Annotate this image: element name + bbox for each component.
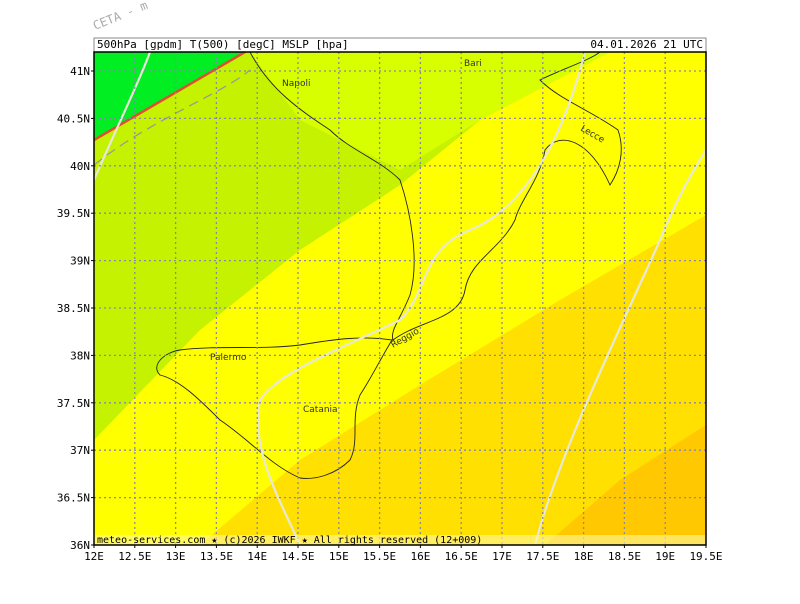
lon-label: 15.5E bbox=[363, 550, 396, 563]
watermark: CETA - m bbox=[91, 0, 150, 33]
lon-label: 17.5E bbox=[526, 550, 559, 563]
band-lightgreen bbox=[250, 52, 610, 170]
place-label: Bari bbox=[464, 59, 482, 69]
lat-label: 37.5N bbox=[57, 397, 90, 410]
lon-label: 14E bbox=[247, 550, 267, 563]
coastline-sicily bbox=[156, 337, 393, 479]
footer: meteo-services.com ★ (c)2026 IWKF ★ All … bbox=[97, 535, 482, 546]
lon-label: 13.5E bbox=[200, 550, 233, 563]
lon-label: 19E bbox=[655, 550, 675, 563]
band-gold bbox=[200, 215, 706, 545]
lat-label: 39.5N bbox=[57, 207, 90, 220]
lon-label: 12.5E bbox=[118, 550, 151, 563]
lat-label: 40.5N bbox=[57, 112, 90, 125]
coastline-italy bbox=[249, 52, 622, 341]
place-label: Catania bbox=[303, 405, 338, 415]
map-area: meteo-services.com ★ (c)2026 IWKF ★ All … bbox=[94, 52, 706, 546]
lon-label: 16E bbox=[410, 550, 430, 563]
map-title: 500hPa [gpdm] T(500) [degC] MSLP [hpa] bbox=[97, 38, 349, 51]
lat-label: 39N bbox=[70, 255, 90, 268]
lon-label: 19.5E bbox=[689, 550, 722, 563]
lon-label: 14.5E bbox=[281, 550, 314, 563]
lat-label: 40N bbox=[70, 160, 90, 173]
valid-time: 04.01.2026 21 UTC bbox=[590, 38, 703, 51]
place-label: Napoli bbox=[282, 79, 310, 89]
isobar bbox=[256, 52, 587, 545]
band-orange bbox=[545, 425, 706, 545]
lat-label: 38N bbox=[70, 349, 90, 362]
lat-label: 38.5N bbox=[57, 302, 90, 315]
lon-label: 12E bbox=[84, 550, 104, 563]
band-green bbox=[94, 52, 245, 140]
lon-label: 15E bbox=[329, 550, 349, 563]
isobar bbox=[94, 52, 152, 181]
lon-label: 16.5E bbox=[445, 550, 478, 563]
footer-strip bbox=[94, 535, 706, 545]
lat-label: 36.5N bbox=[57, 492, 90, 505]
lat-label: 36N bbox=[70, 539, 90, 552]
lat-label: 41N bbox=[70, 65, 90, 78]
lon-label: 13E bbox=[166, 550, 186, 563]
lon-label: 17E bbox=[492, 550, 512, 563]
lon-label: 18.5E bbox=[608, 550, 641, 563]
band-yellowgreen bbox=[94, 52, 610, 440]
isobar bbox=[533, 149, 706, 545]
map-frame bbox=[93, 51, 707, 546]
contour-dashed bbox=[94, 69, 251, 166]
grid bbox=[94, 52, 706, 545]
labels: 41N 40.5N 40N 39.5N 39N 38.5N 38N 37.5N 37N 36.5N… bbox=[57, 59, 723, 563]
lat-label: 37N bbox=[70, 444, 90, 457]
lon-label: 18E bbox=[574, 550, 594, 563]
place-label: Palermo bbox=[210, 353, 247, 363]
